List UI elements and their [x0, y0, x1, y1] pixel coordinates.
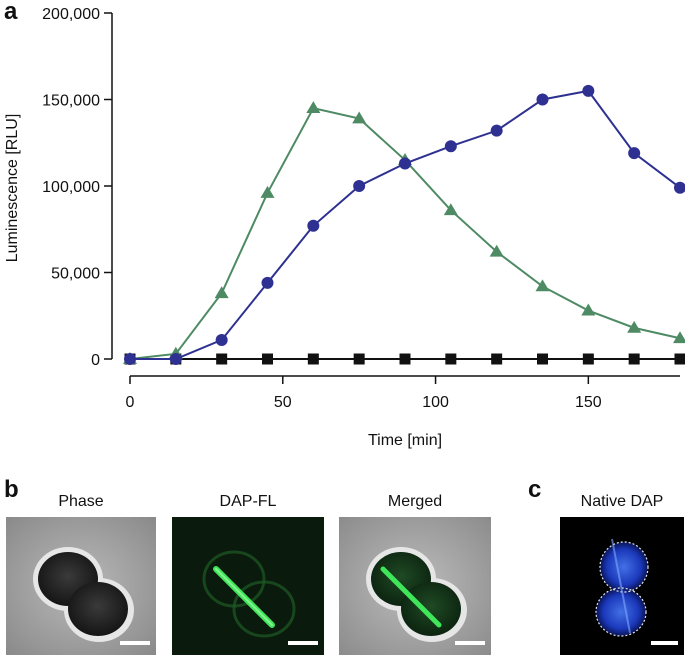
- phase-image: [6, 517, 156, 655]
- panel-letter-b: b: [4, 476, 19, 503]
- data-point-square: [307, 353, 319, 365]
- dapfl-scale-bar: [288, 641, 318, 645]
- dapfl-image: [172, 517, 324, 655]
- series-line-circle: [130, 89, 681, 360]
- data-point-triangle: [260, 185, 275, 198]
- data-point-square: [674, 353, 685, 365]
- panel-letter-a: a: [4, 0, 18, 25]
- merged-micrograph: [339, 517, 491, 655]
- data-point-circle: [215, 333, 228, 346]
- data-point-square: [628, 353, 640, 365]
- y-tick-label: 100,000: [42, 179, 100, 196]
- x-axis-title: Time [min]: [368, 432, 442, 449]
- data-point-circle: [124, 353, 136, 365]
- data-point-square: [216, 353, 228, 365]
- data-point-circle: [536, 93, 549, 106]
- data-point-triangle: [214, 286, 229, 299]
- phase-label: Phase: [58, 493, 104, 510]
- data-point-triangle: [581, 303, 596, 316]
- data-point-triangle: [627, 320, 642, 333]
- dapfl-micrograph: [172, 517, 324, 655]
- data-point-square: [445, 353, 457, 365]
- y-tick-label: 50,000: [51, 266, 100, 283]
- chart-axes: 0 50,000 100,000 150,000 200,000 0 50 100 150: [42, 6, 680, 411]
- data-point-circle: [399, 157, 411, 170]
- data-point-circle: [674, 181, 685, 194]
- data-point-triangle: [673, 331, 685, 344]
- x-tick-label: 0: [126, 394, 135, 411]
- chart-series-layer: [123, 84, 685, 365]
- phase-micrograph: [6, 517, 156, 655]
- phase-scale-bar: [120, 641, 150, 645]
- data-point-triangle: [489, 244, 504, 257]
- data-point-circle: [353, 180, 366, 192]
- y-axis-title: Luminescence [RLU]: [4, 114, 21, 263]
- native-dap-image: [560, 517, 684, 655]
- merged-label: Merged: [387, 493, 443, 510]
- luminescence-chart: 0 50,000 100,000 150,000 200,000 0 50 100 150 Ti…: [4, 6, 685, 449]
- native-dap-label: Native DAP: [580, 493, 664, 510]
- data-point-square: [582, 353, 594, 365]
- data-point-triangle: [306, 101, 321, 114]
- data-point-circle: [307, 219, 320, 232]
- data-point-triangle: [352, 111, 367, 124]
- y-tick-label: 0: [91, 352, 100, 369]
- merged-image: [339, 517, 491, 655]
- dapfl-label: DAP-FL: [219, 493, 277, 510]
- y-tick-label: 150,000: [42, 93, 100, 110]
- data-point-circle: [169, 353, 182, 365]
- x-tick-label: 150: [575, 394, 602, 411]
- y-tick-label: 200,000: [42, 6, 100, 23]
- series-line-triangle: [129, 107, 681, 360]
- merged-scale-bar: [455, 641, 485, 645]
- data-point-square: [353, 353, 365, 365]
- data-point-square: [262, 353, 273, 365]
- data-point-triangle: [535, 279, 550, 292]
- data-point-square: [491, 353, 503, 365]
- native-dap-scale-bar: [651, 641, 678, 645]
- panel-letter-c: c: [528, 476, 542, 503]
- data-point-circle: [261, 276, 274, 289]
- data-point-square: [537, 353, 548, 365]
- x-tick-label: 100: [422, 394, 449, 411]
- data-point-circle: [490, 124, 503, 137]
- data-point-circle: [444, 140, 457, 153]
- data-point-triangle: [443, 203, 458, 216]
- native-dap-micrograph: [560, 517, 684, 655]
- x-tick-label: 50: [274, 394, 292, 411]
- data-point-square: [399, 353, 411, 365]
- data-point-circle: [582, 84, 595, 97]
- data-point-circle: [628, 147, 641, 160]
